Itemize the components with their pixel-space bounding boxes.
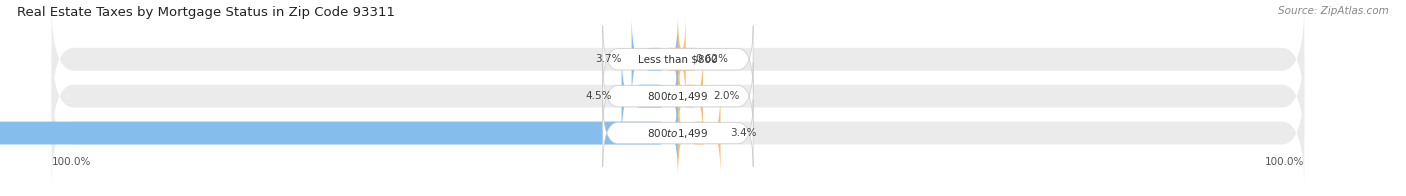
Text: $800 to $1,499: $800 to $1,499 [647,127,709,140]
Text: 100.0%: 100.0% [52,157,91,167]
FancyBboxPatch shape [52,41,1305,151]
FancyBboxPatch shape [621,52,678,140]
Text: $800 to $1,499: $800 to $1,499 [647,90,709,103]
Text: 3.7%: 3.7% [595,54,621,64]
Text: 3.4%: 3.4% [731,128,756,138]
FancyBboxPatch shape [666,15,697,103]
Text: Less than $800: Less than $800 [638,54,717,64]
FancyBboxPatch shape [603,100,754,167]
FancyBboxPatch shape [52,78,1305,188]
FancyBboxPatch shape [678,52,703,140]
FancyBboxPatch shape [0,89,678,177]
FancyBboxPatch shape [631,15,678,103]
FancyBboxPatch shape [678,89,720,177]
FancyBboxPatch shape [603,26,754,93]
FancyBboxPatch shape [603,63,754,130]
Text: 4.5%: 4.5% [585,91,612,101]
Text: 0.62%: 0.62% [696,54,728,64]
Text: Real Estate Taxes by Mortgage Status in Zip Code 93311: Real Estate Taxes by Mortgage Status in … [17,6,395,19]
Text: 2.0%: 2.0% [713,91,740,101]
Text: Source: ZipAtlas.com: Source: ZipAtlas.com [1278,6,1389,16]
Text: 100.0%: 100.0% [1265,157,1305,167]
FancyBboxPatch shape [52,4,1305,114]
